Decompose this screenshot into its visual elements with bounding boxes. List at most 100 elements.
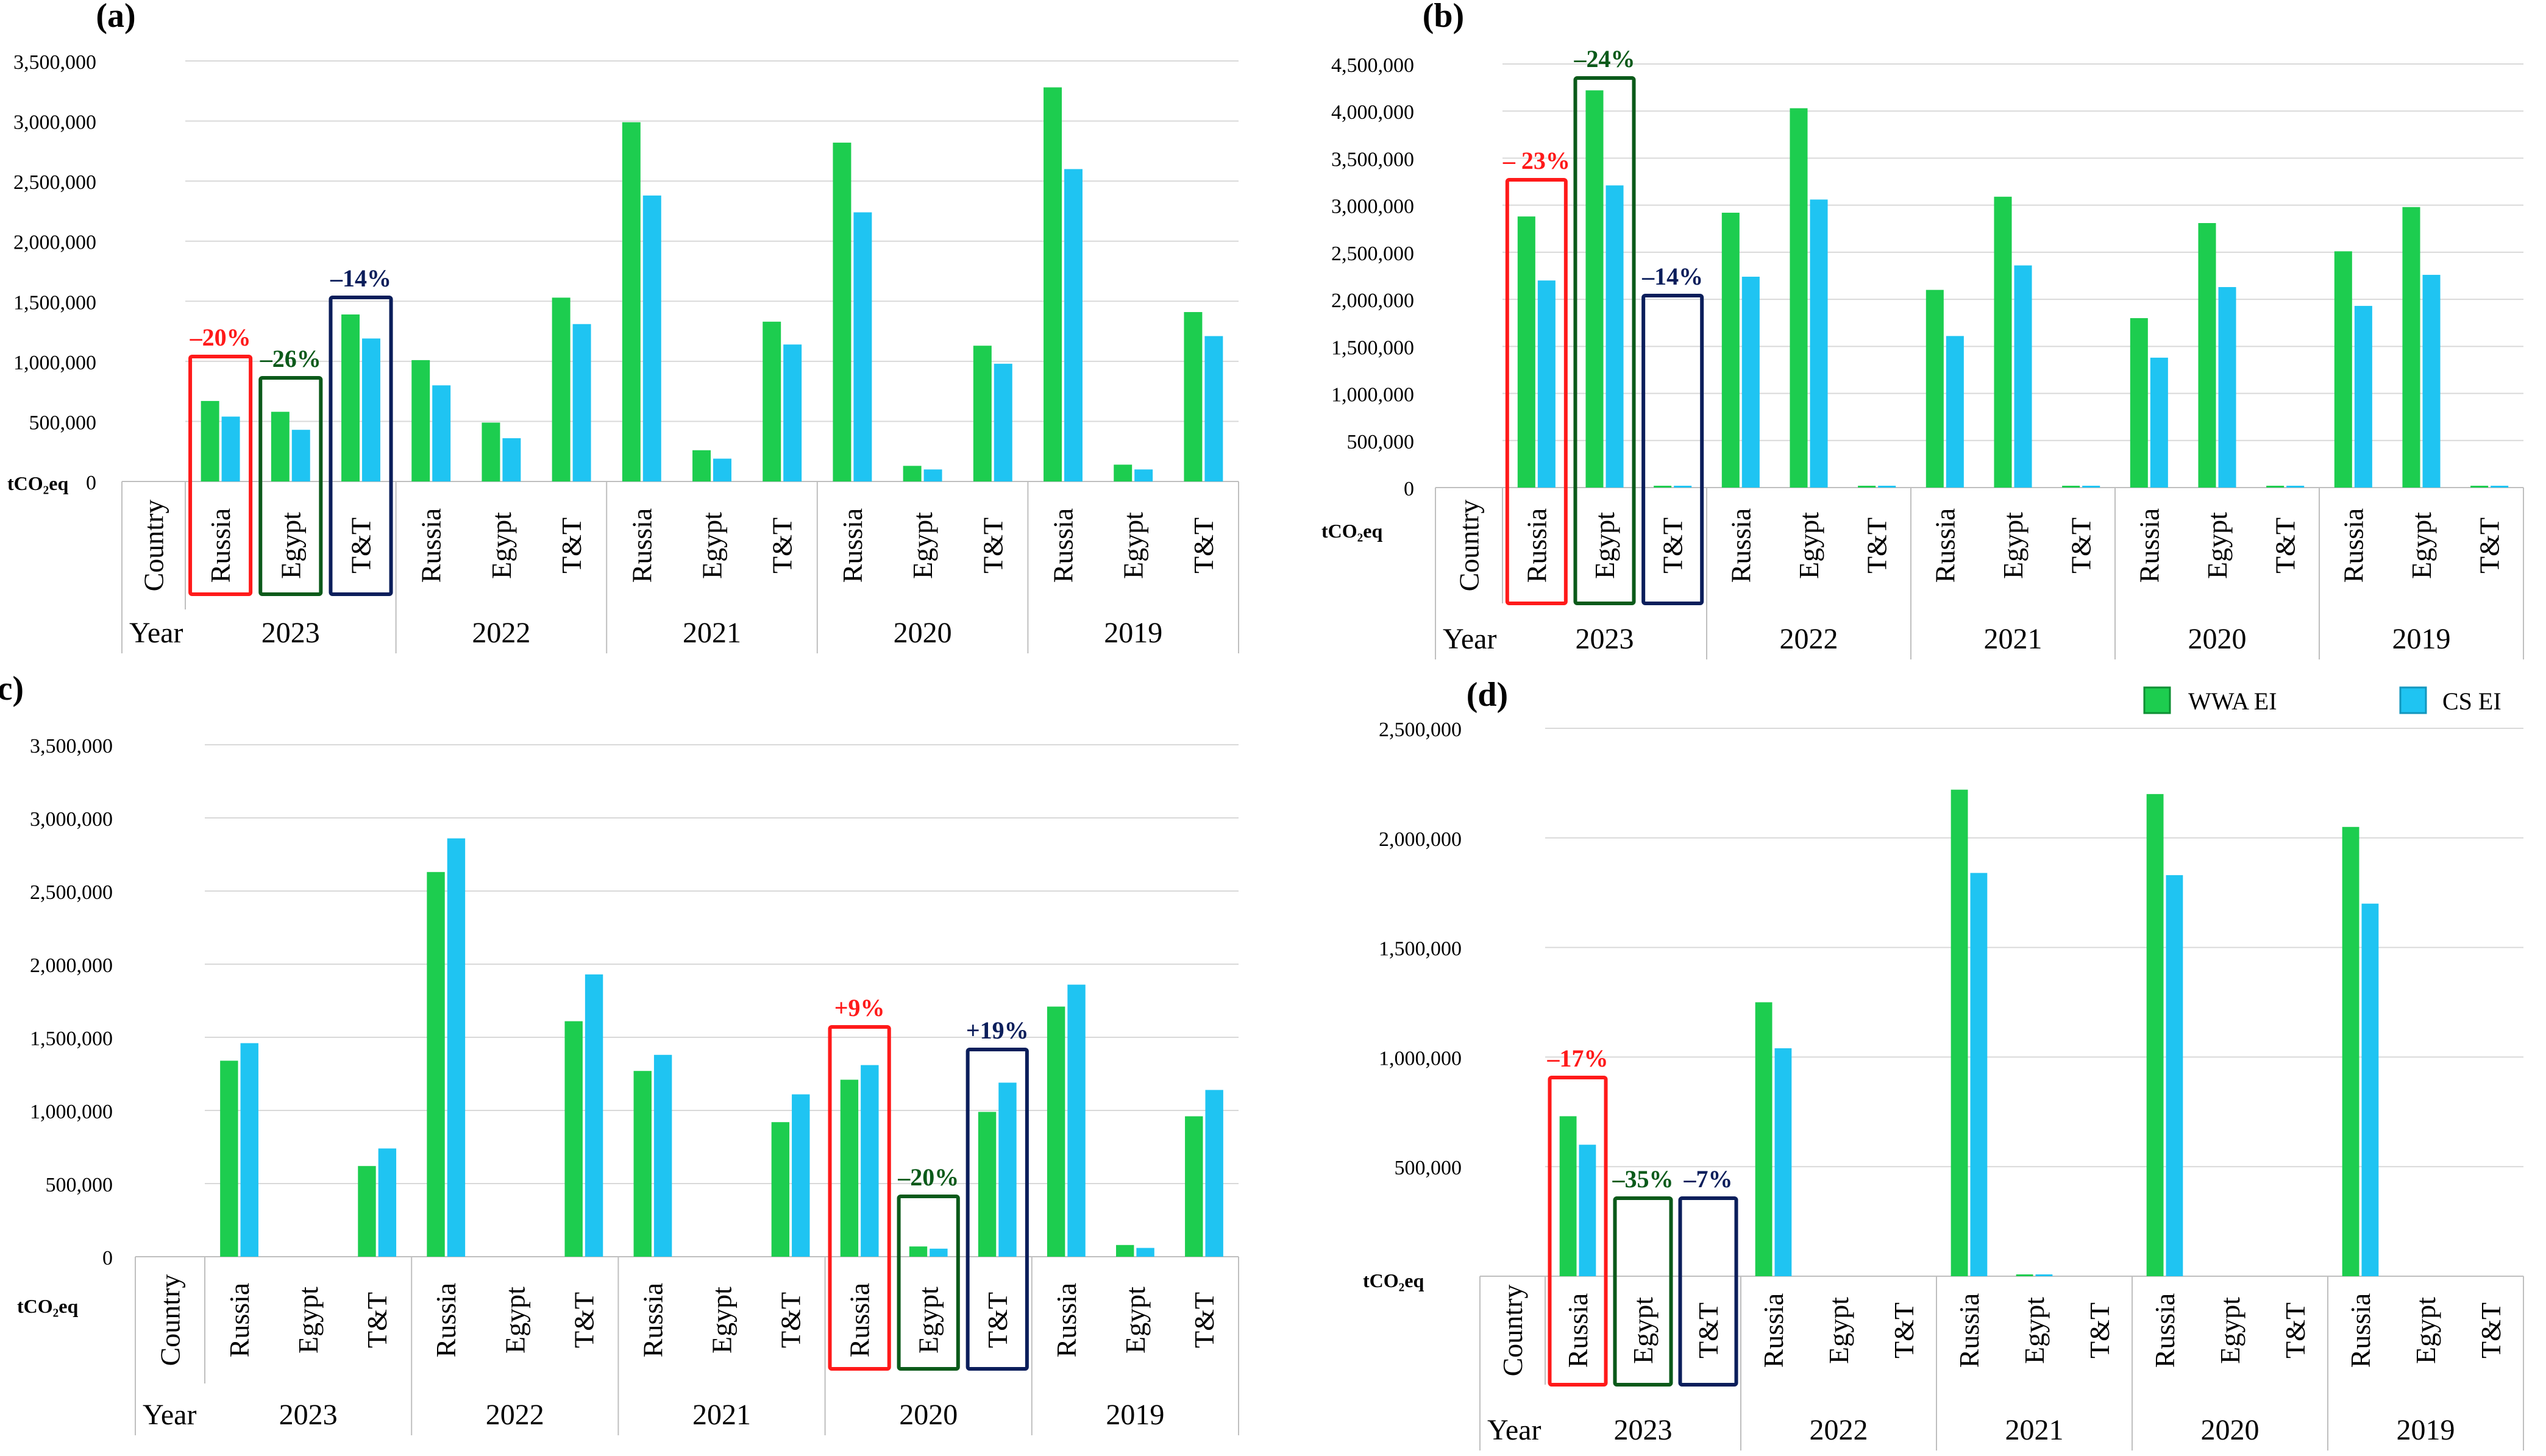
bar-cs-ei [2014,265,2032,488]
change-annotation: –20% [190,324,251,351]
y-tick-label: 2,000,000 [13,232,96,254]
bar-wwa-ei [1790,108,1808,488]
bar-cs-ei [240,1043,258,1257]
bar-wwa-ei [909,1246,928,1257]
bar-cs-ei [998,1082,1017,1257]
legend: WWA EI CS EI [2143,686,2502,715]
y-tick-label: 3,500,000 [30,735,113,758]
bar-cs-ei [1970,873,1988,1276]
bar-cs-ei [2035,1274,2053,1276]
chart-panel-3: (c) 0 500,000 1,000,000 1,500,000 2,000,000 2,… [0,670,1239,1435]
highlight-box [1641,294,1704,605]
country-label: Egypt [2410,1297,2441,1364]
y-tick-label: 4,500,000 [1331,54,1414,77]
country-label: T&T [361,1292,393,1348]
bar-cs-ei [378,1148,397,1257]
y-tick-label: 500,000 [1347,431,1415,453]
change-annotation: –24% [1574,45,1635,73]
country-label: Russia [205,508,236,583]
country-label: T&T [2475,1302,2506,1358]
country-label: T&T [767,517,798,574]
country-label: Russia [2133,508,2164,583]
country-label: Russia [1725,508,1756,583]
chart-panel-2: (b) 0 500,000 1,000,000 1,500,000 2,000,000 2,… [1321,0,2524,659]
y-tick-label: 1,500,000 [30,1028,113,1050]
country-label: T&T [2474,517,2505,574]
bar-wwa-ei [271,411,290,481]
highlight-box [1678,1196,1738,1387]
y-tick-label: 2,000,000 [1331,289,1414,312]
bar-wwa-ei [1559,1116,1577,1276]
country-label: T&T [977,517,1008,574]
bar-cs-ei [923,469,942,481]
country-header: Country [138,500,169,592]
country-label: Russia [844,1283,875,1358]
bar-cs-ei [432,385,451,481]
country-label: Egypt [1118,512,1149,579]
y-tick-label: 0 [1404,478,1414,500]
bar-cs-ei [642,195,661,481]
country-label: Egypt [1120,1287,1151,1354]
y-unit-label: tCO₂eq [17,1295,78,1317]
country-label: T&T [568,1292,599,1348]
y-tick-label: 3,500,000 [13,51,96,74]
bar-wwa-ei [622,122,641,482]
bar-wwa-ei [358,1166,376,1257]
y-tick-label: 4,000,000 [1331,101,1414,124]
highlight-box [897,1195,960,1371]
country-label: T&T [1188,517,1219,574]
change-annotation: +19% [966,1017,1029,1044]
y-tick-label: 2,500,000 [1331,243,1414,265]
country-label: Russia [1954,1293,1985,1368]
bar-wwa-ei [973,346,992,481]
highlight-box [828,1025,891,1371]
year-label: 2020 [894,617,952,649]
country-label: Egypt [2406,512,2437,579]
bar-wwa-ei [2334,251,2352,488]
bar-cs-ei [2166,875,2183,1276]
bar-wwa-ei [1047,1006,1065,1257]
panel-label: (b) [1423,0,1464,35]
y-unit-label: tCO₂eq [1321,520,1382,542]
country-label: Russia [2149,1293,2180,1368]
bar-cs-ei [1064,169,1083,481]
year-label: 2022 [472,617,530,649]
y-unit-label: tCO₂eq [7,472,68,494]
bar-wwa-ei [2146,794,2164,1276]
bar-wwa-ei [1926,289,1944,488]
year-label: 2021 [692,1399,751,1431]
bar-cs-ei [792,1094,810,1257]
bar-wwa-ei [1721,213,1740,488]
bar-wwa-ei [2470,486,2489,488]
y-tick-label: 3,000,000 [30,808,113,831]
y-tick-label: 2,500,000 [30,881,113,904]
year-header: Year [1487,1414,1541,1446]
country-label: Russia [1758,1293,1789,1368]
year-header: Year [129,617,183,649]
country-label: Egypt [1589,512,1620,579]
highlight-box [965,1048,1029,1371]
country-label: Russia [837,508,868,583]
bar-cs-ei [994,363,1012,481]
y-tick-label: 1,000,000 [1331,384,1414,407]
country-label: Egypt [2202,512,2233,579]
change-annotation: – 23% [1502,147,1570,174]
y-unit-label: tCO₂eq [1363,1270,1424,1291]
y-tick-label: 2,500,000 [13,171,96,194]
bar-wwa-ei [552,297,571,481]
year-label: 2021 [2005,1414,2064,1446]
country-label: T&T [2270,517,2301,574]
bar-cs-ei [1134,469,1153,481]
y-tick-label: 0 [102,1247,113,1270]
legend-swatch-cs [2399,686,2427,714]
y-tick-label: 3,500,000 [1331,148,1414,171]
bar-wwa-ei [978,1112,997,1257]
year-label: 2020 [2188,623,2247,655]
bar-wwa-ei [2198,223,2216,488]
country-label: Russia [430,1283,461,1358]
bar-wwa-ei [633,1071,652,1257]
year-label: 2022 [486,1399,544,1431]
bar-cs-ei [2286,486,2305,488]
bar-cs-ei [2491,486,2509,488]
